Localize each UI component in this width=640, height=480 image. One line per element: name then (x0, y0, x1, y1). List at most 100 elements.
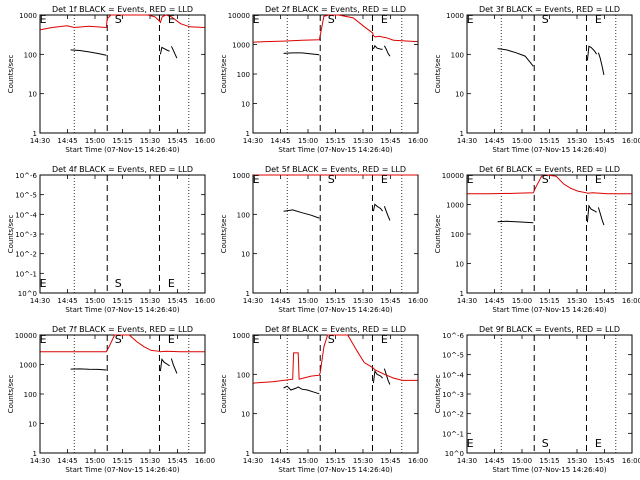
x-tick-label: 15:15 (539, 137, 559, 145)
event-marker-label: E (40, 333, 47, 346)
series-line-4 (253, 14, 418, 43)
y-tick-label: 1000 (446, 202, 464, 210)
x-tick-label: 14:30 (457, 137, 477, 145)
y-tick-label: 10000 (442, 172, 464, 180)
x-tick-label: 15:45 (167, 297, 187, 305)
x-axis-label: Start Time (07-Nov-15 14:26:40) (65, 146, 179, 154)
x-tick-label: 15:00 (298, 457, 318, 465)
y-tick-label: 10 (241, 251, 250, 259)
event-marker-label: S (328, 13, 335, 26)
y-tick-label: 100 (237, 211, 250, 219)
x-tick-label: 15:00 (298, 137, 318, 145)
plot-frame (252, 174, 419, 294)
x-tick-label: 15:15 (112, 137, 132, 145)
y-tick-label: 10^-3 (442, 391, 464, 399)
series-line-4 (40, 334, 205, 353)
y-tick-label: 10^0 (445, 450, 464, 458)
series-line-1 (70, 49, 107, 56)
event-marker-label: S (328, 333, 335, 346)
y-tick-label: 1 (460, 290, 464, 298)
plot-frame (39, 14, 206, 134)
x-tick-label: 14:45 (484, 457, 504, 465)
event-marker-label: E (253, 13, 260, 26)
panel-9: Det 9f BLACK = Events, RED = LLD 10^0 10^-… (434, 325, 640, 474)
plot-frame (466, 174, 633, 294)
x-tick-label: 16:00 (622, 457, 640, 465)
event-marker-label: E (168, 333, 175, 346)
y-tick-label: 100 (451, 51, 464, 59)
x-tick-label: 15:45 (380, 297, 400, 305)
series-line-2 (586, 45, 598, 61)
x-axis-label: Start Time (07-Nov-15 14:26:40) (278, 146, 392, 154)
series-line-2 (372, 44, 383, 50)
x-tick-label: 15:00 (512, 457, 532, 465)
event-marker-label: E (381, 13, 388, 26)
y-axis-label: Counts/sec (434, 215, 442, 254)
plot-frame (39, 174, 206, 294)
series-line-1 (283, 385, 320, 395)
x-tick-label: 14:30 (30, 297, 50, 305)
panel-title: Det 5f BLACK = Events, RED = LLD (265, 165, 406, 174)
y-tick-label: 10^-6 (442, 332, 464, 340)
series-line-1 (497, 220, 534, 224)
y-tick-label: 1000 (19, 362, 37, 370)
y-axis-label: Counts/sec (434, 375, 442, 414)
series-line-1 (283, 52, 320, 56)
event-marker-label: E (381, 173, 388, 186)
y-tick-label: 100 (237, 371, 250, 379)
y-tick-label: 10000 (228, 12, 250, 20)
series-line-2 (159, 46, 170, 55)
y-tick-label: 100 (237, 71, 250, 79)
panel-1: Det 1f BLACK = Events, RED = LLD 1 10 100 10… (7, 5, 215, 154)
x-tick-label: 15:00 (298, 297, 318, 305)
y-tick-label: 100 (24, 51, 37, 59)
y-tick-label: 10^-2 (442, 411, 464, 419)
event-marker-label: E (40, 13, 47, 26)
x-tick-label: 15:45 (594, 457, 614, 465)
series-line-2 (159, 358, 170, 372)
y-tick-label: 1000 (446, 12, 464, 20)
series-line-4 (40, 14, 205, 31)
x-tick-label: 14:30 (30, 137, 50, 145)
panel-title: Det 3f BLACK = Events, RED = LLD (479, 5, 620, 14)
x-tick-label: 14:45 (57, 457, 77, 465)
y-tick-label: 10^-1 (442, 430, 464, 438)
x-tick-label: 16:00 (408, 457, 428, 465)
x-tick-label: 15:15 (325, 297, 345, 305)
series-line-4 (467, 174, 632, 195)
panel-3: Det 3f BLACK = Events, RED = LLD 1 10 100 10… (434, 5, 640, 154)
event-marker-label: E (168, 13, 175, 26)
x-axis-label: Start Time (07-Nov-15 14:26:40) (492, 146, 606, 154)
x-tick-label: 15:30 (567, 137, 587, 145)
series-line-3 (170, 46, 178, 59)
x-tick-label: 15:15 (539, 457, 559, 465)
y-tick-label: 10 (241, 101, 250, 109)
y-tick-label: 1 (460, 130, 464, 138)
y-tick-label: 10^-5 (442, 352, 464, 360)
x-axis-label: Start Time (07-Nov-15 14:26:40) (65, 306, 179, 314)
y-axis-label: Counts/sec (7, 55, 15, 94)
x-tick-label: 16:00 (195, 137, 215, 145)
x-tick-label: 14:45 (57, 137, 77, 145)
x-tick-label: 15:45 (380, 457, 400, 465)
panel-title: Det 7f BLACK = Events, RED = LLD (52, 325, 193, 334)
panel-title: Det 6f BLACK = Events, RED = LLD (479, 165, 620, 174)
x-tick-label: 14:30 (243, 297, 263, 305)
x-tick-label: 15:00 (85, 297, 105, 305)
y-tick-label: 1 (246, 450, 250, 458)
y-tick-label: 10 (455, 91, 464, 99)
y-tick-label: 10 (241, 411, 250, 419)
y-tick-label: 1000 (232, 332, 250, 340)
plot-frame (466, 14, 633, 134)
x-axis-label: Start Time (07-Nov-15 14:26:40) (492, 466, 606, 474)
x-tick-label: 15:30 (140, 297, 160, 305)
x-tick-label: 16:00 (195, 297, 215, 305)
y-axis-label: Counts/sec (220, 375, 228, 414)
y-tick-label: 100 (451, 231, 464, 239)
series-line-3 (597, 207, 605, 226)
x-tick-label: 16:00 (195, 457, 215, 465)
y-axis-label: Counts/sec (220, 215, 228, 254)
event-marker-label: S (542, 173, 549, 186)
series-line-1 (70, 368, 107, 371)
